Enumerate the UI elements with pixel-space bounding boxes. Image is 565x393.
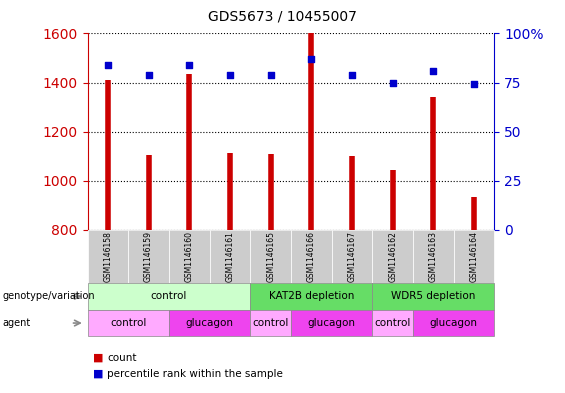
- Point: [103, 62, 112, 68]
- Text: glucagon: glucagon: [308, 318, 355, 328]
- Text: GSM1146161: GSM1146161: [225, 231, 234, 282]
- Text: GSM1146163: GSM1146163: [429, 231, 438, 282]
- Text: ■: ■: [93, 353, 104, 363]
- Text: GSM1146158: GSM1146158: [103, 231, 112, 282]
- Text: glucagon: glucagon: [430, 318, 477, 328]
- Point: [388, 79, 397, 86]
- Text: GSM1146167: GSM1146167: [347, 231, 357, 282]
- Text: GSM1146164: GSM1146164: [470, 231, 479, 282]
- Text: GSM1146165: GSM1146165: [266, 231, 275, 282]
- Text: genotype/variation: genotype/variation: [3, 291, 95, 301]
- Point: [225, 72, 234, 78]
- Text: KAT2B depletion: KAT2B depletion: [268, 291, 354, 301]
- Text: glucagon: glucagon: [186, 318, 233, 328]
- Point: [185, 62, 194, 68]
- Point: [470, 81, 479, 88]
- Text: percentile rank within the sample: percentile rank within the sample: [107, 369, 283, 379]
- Text: control: control: [151, 291, 187, 301]
- Point: [429, 68, 438, 74]
- Text: GDS5673 / 10455007: GDS5673 / 10455007: [208, 10, 357, 24]
- Point: [347, 72, 357, 78]
- Text: GSM1146160: GSM1146160: [185, 231, 194, 282]
- Text: WDR5 depletion: WDR5 depletion: [391, 291, 476, 301]
- Text: control: control: [375, 318, 411, 328]
- Point: [266, 72, 275, 78]
- Text: control: control: [253, 318, 289, 328]
- Text: agent: agent: [3, 318, 31, 328]
- Text: GSM1146166: GSM1146166: [307, 231, 316, 282]
- Text: GSM1146162: GSM1146162: [388, 231, 397, 282]
- Point: [144, 72, 153, 78]
- Text: GSM1146159: GSM1146159: [144, 231, 153, 282]
- Text: count: count: [107, 353, 137, 363]
- Point: [307, 56, 316, 62]
- Text: control: control: [110, 318, 146, 328]
- Text: ■: ■: [93, 369, 104, 379]
